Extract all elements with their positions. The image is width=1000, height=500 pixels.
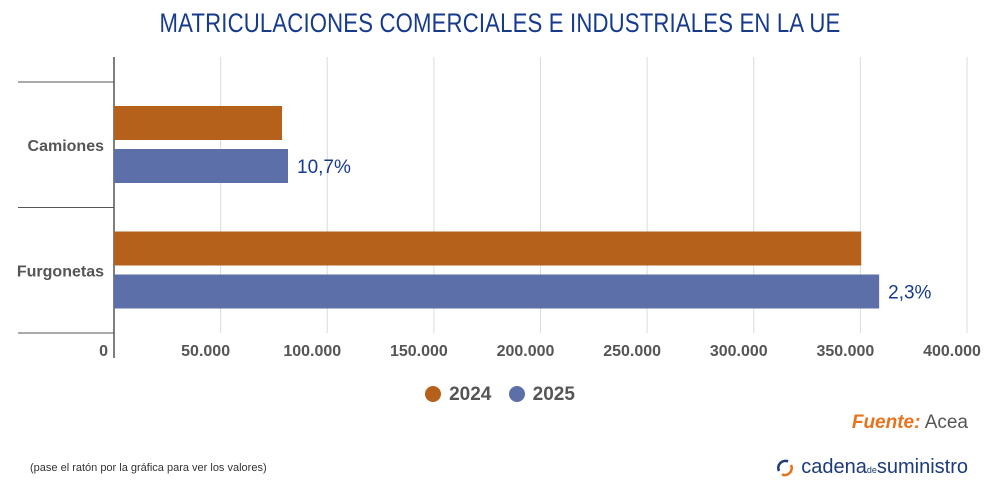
logo-icon — [777, 459, 794, 476]
source-label: Fuente: — [851, 412, 921, 433]
bar-chart[interactable]: 0 50.000 100.000 150.000 200.000 250.000 300.0… — [0, 0, 1000, 380]
category-label: Camiones — [28, 138, 105, 155]
x-tick-label: 50.000 — [181, 343, 230, 360]
source-value: Acea — [924, 412, 968, 433]
x-tick-label: 350.000 — [816, 343, 874, 360]
legend-label: 2024 — [449, 384, 492, 405]
logo-text: suministro — [876, 456, 968, 478]
bar-2025-camiones[interactable] — [114, 149, 289, 183]
bar-2024-camiones[interactable] — [114, 106, 283, 140]
legend-swatch-icon — [508, 386, 525, 402]
x-tick-label: 400.000 — [923, 343, 981, 360]
x-tick-label: 200.000 — [497, 343, 555, 360]
x-tick-label: 150.000 — [390, 343, 448, 360]
legend-item-2024[interactable]: 2024 — [425, 384, 491, 406]
x-tick-label: 300.000 — [710, 343, 768, 360]
logo-text: de — [866, 465, 877, 475]
legend: 2024 2025 — [0, 384, 1000, 406]
x-tick-label: 250.000 — [603, 343, 661, 360]
legend-item-2025[interactable]: 2025 — [508, 384, 575, 406]
x-tick-label: 0 — [99, 343, 108, 360]
legend-label: 2025 — [532, 384, 575, 405]
source: Fuente: Acea — [852, 412, 968, 434]
data-label: 2,3% — [888, 283, 931, 304]
logo-text: cadena — [801, 456, 867, 478]
chart-title: MATRICULACIONES COMERCIALES E INDUSTRIAL… — [159, 8, 841, 38]
category-label: Furgonetas — [17, 263, 104, 280]
bar-2024-furgonetas[interactable] — [114, 231, 862, 266]
legend-swatch-icon — [425, 386, 442, 402]
bar-2025-furgonetas[interactable] — [114, 274, 880, 309]
hover-note: (pase el ratón por la gráfica para ver l… — [30, 462, 267, 474]
x-tick-label: 100.000 — [283, 343, 341, 360]
logo: cadenadesuministro — [775, 456, 968, 479]
data-label: 10,7% — [297, 157, 351, 178]
